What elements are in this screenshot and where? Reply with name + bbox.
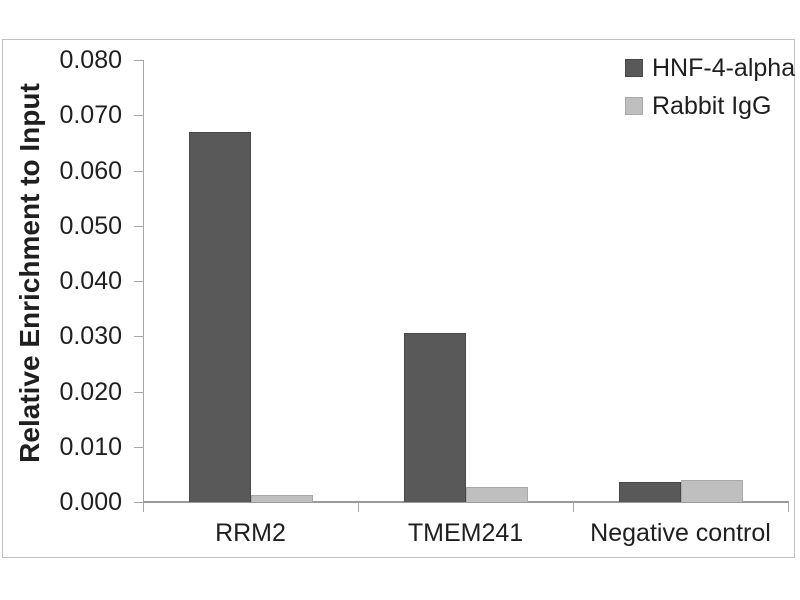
x-tick-mark xyxy=(788,502,789,512)
y-tick-label: 0.030 xyxy=(59,322,122,350)
chart-frame xyxy=(2,39,795,558)
x-category-label-rrm2: RRM2 xyxy=(215,519,286,547)
y-tick-label: 0.080 xyxy=(59,46,122,74)
legend-label-hnf-4-alpha: HNF-4-alpha xyxy=(652,53,796,82)
y-tick-mark xyxy=(134,226,143,227)
bar-rabbit-igg-tmem241 xyxy=(466,487,528,502)
bar-rabbit-igg-negative-control xyxy=(681,480,743,502)
y-tick-label: 0.060 xyxy=(59,157,122,185)
y-tick-mark xyxy=(134,447,143,448)
legend: HNF-4-alpha Rabbit IgG xyxy=(625,53,796,131)
x-tick-mark xyxy=(143,502,144,512)
legend-swatch-rabbit-igg-icon xyxy=(625,97,643,115)
y-tick-mark xyxy=(134,115,143,116)
y-tick-mark xyxy=(134,171,143,172)
y-tick-label: 0.050 xyxy=(59,212,122,240)
legend-swatch-hnf-4-alpha-icon xyxy=(625,59,643,77)
y-tick-mark xyxy=(134,502,143,503)
y-tick-label: 0.020 xyxy=(59,378,122,406)
y-tick-label: 0.010 xyxy=(59,433,122,461)
y-tick-mark xyxy=(134,281,143,282)
bar-hnf-4-alpha-tmem241 xyxy=(404,333,466,502)
y-tick-label: 0.040 xyxy=(59,267,122,295)
y-tick-label: 0.070 xyxy=(59,101,122,129)
bar-rabbit-igg-rrm2 xyxy=(251,495,313,502)
legend-label-rabbit-igg: Rabbit IgG xyxy=(652,91,772,120)
x-tick-mark xyxy=(573,502,574,512)
bar-hnf-4-alpha-negative-control xyxy=(619,482,681,502)
y-tick-mark xyxy=(134,336,143,337)
bar-hnf-4-alpha-rrm2 xyxy=(189,132,251,502)
y-axis-line xyxy=(143,60,144,512)
legend-item-rabbit-igg: Rabbit IgG xyxy=(625,91,795,120)
y-tick-mark xyxy=(134,60,143,61)
x-axis-line xyxy=(143,501,789,503)
x-tick-mark xyxy=(358,502,359,512)
legend-item-hnf-4-alpha: HNF-4-alpha xyxy=(625,53,796,82)
x-category-label-tmem241: TMEM241 xyxy=(407,519,524,547)
x-category-label-negative-control: Negative control xyxy=(590,519,771,547)
y-tick-mark xyxy=(134,392,143,393)
y-tick-label: 0.000 xyxy=(59,488,122,516)
